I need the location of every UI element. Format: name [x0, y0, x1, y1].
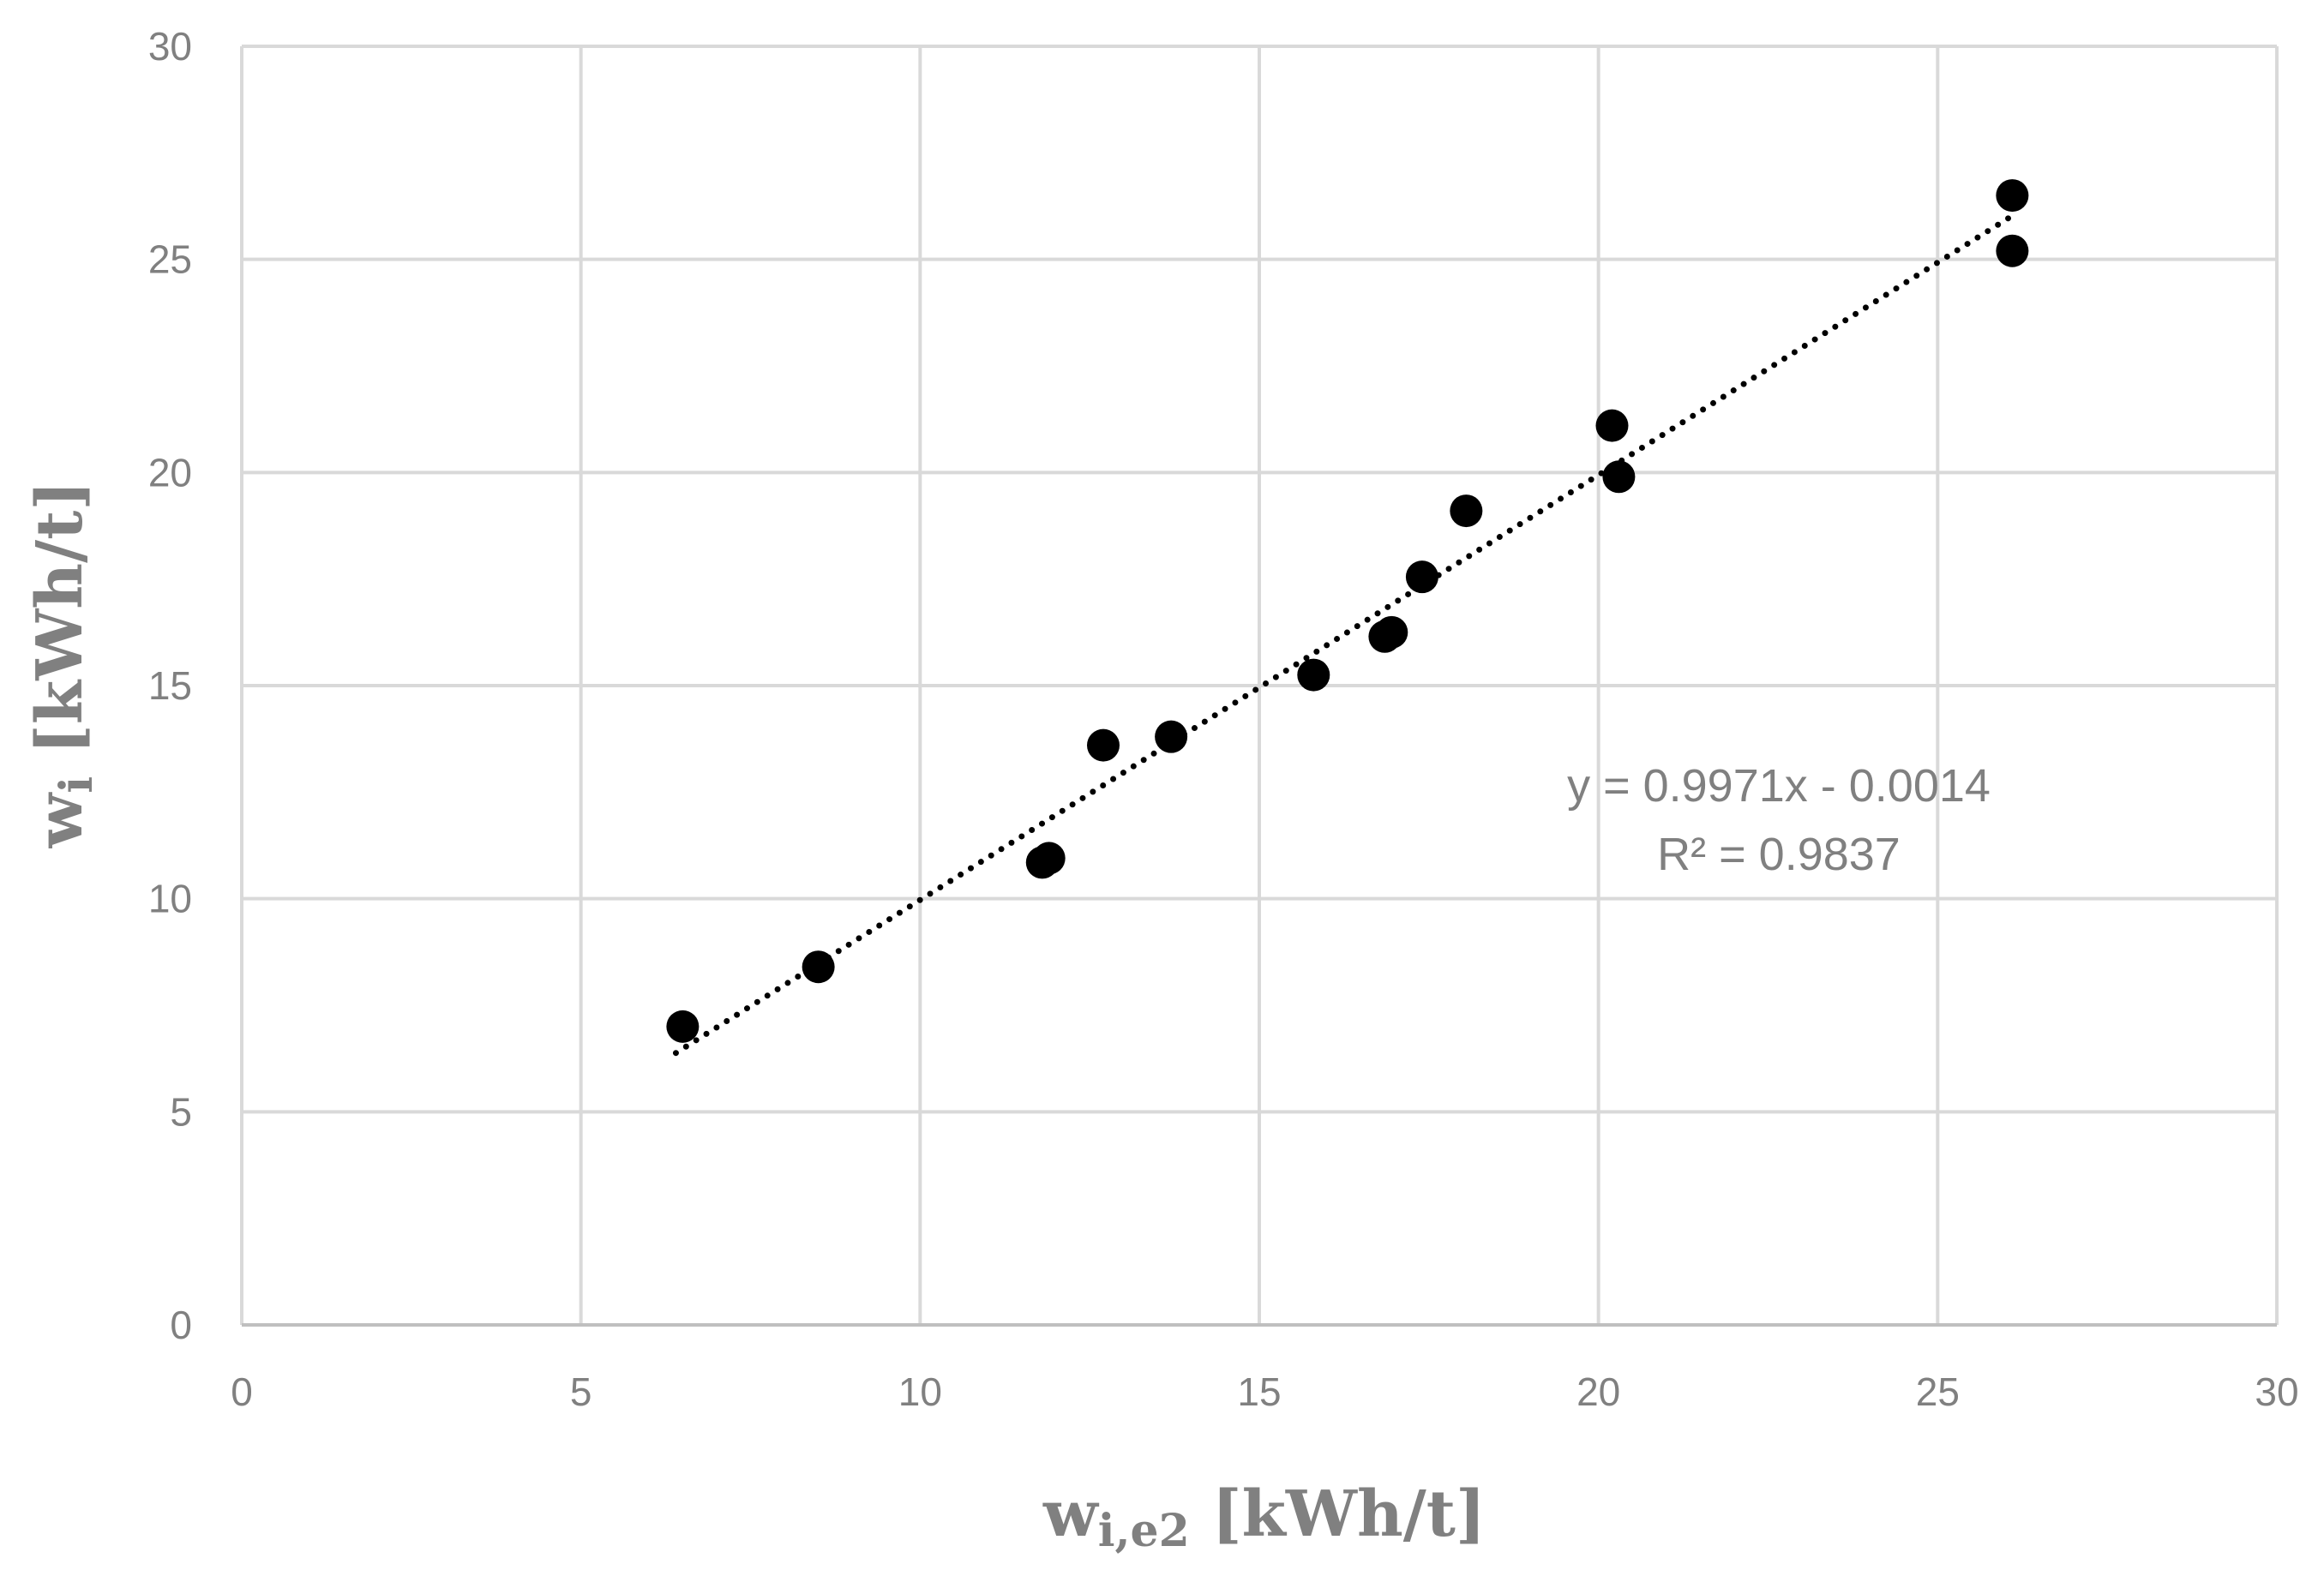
y-tick-labels: 0 5 10 15 20 25 30 — [148, 24, 192, 1347]
y-tick-label: 0 — [170, 1303, 192, 1347]
data-point — [1375, 615, 1408, 649]
data-point — [1996, 234, 2029, 267]
y-tick-label: 30 — [148, 24, 192, 69]
x-axis-title-sub: i,e2 — [1098, 1505, 1190, 1557]
x-tick-label: 5 — [570, 1369, 592, 1414]
data-point — [1032, 842, 1066, 875]
y-tick-label: 25 — [148, 237, 192, 282]
x-tick-label: 10 — [898, 1369, 942, 1414]
x-tick-label: 0 — [231, 1369, 253, 1414]
x-tick-label: 20 — [1576, 1369, 1620, 1414]
y-axis-title-sub: i — [51, 776, 103, 794]
data-point — [1450, 494, 1483, 528]
y-tick-label: 5 — [170, 1089, 192, 1134]
y-tick-label: 15 — [148, 663, 192, 708]
x-axis-title-main: w — [1042, 1477, 1100, 1551]
trendline-equation: y = 0.9971x - 0.0014 — [1567, 760, 1991, 812]
data-point — [1595, 409, 1629, 442]
x-tick-labels: 0 5 10 15 20 25 30 — [231, 1369, 2298, 1414]
trendline-group — [672, 213, 2015, 1057]
x-axis-title: wi,e2 [kWh/t] — [1042, 1477, 1486, 1557]
x-tick-label: 30 — [2255, 1369, 2298, 1414]
y-tick-label: 20 — [148, 450, 192, 494]
y-axis-title-unit: [kWh/t] — [23, 481, 97, 776]
x-tick-label: 15 — [1237, 1369, 1281, 1414]
x-tick-label: 25 — [1916, 1369, 1960, 1414]
y-axis-title-main: w — [23, 791, 97, 848]
data-point — [1602, 460, 1636, 494]
y-axis-title: wi [kWh/t] — [23, 481, 103, 849]
y-tick-label: 10 — [148, 877, 192, 921]
data-points — [666, 179, 2029, 1043]
r-squared-label: R² = 0.9837 — [1657, 829, 1901, 880]
data-point — [1297, 658, 1330, 692]
data-point — [1405, 560, 1438, 594]
x-axis-title-unit: [kWh/t] — [1190, 1477, 1486, 1551]
data-point — [1086, 728, 1120, 762]
data-point — [666, 1010, 700, 1043]
data-point — [1996, 179, 2029, 213]
linear-trendline — [672, 213, 2015, 1057]
grid — [240, 45, 2279, 1327]
data-point — [802, 950, 835, 984]
data-point — [1155, 720, 1188, 753]
